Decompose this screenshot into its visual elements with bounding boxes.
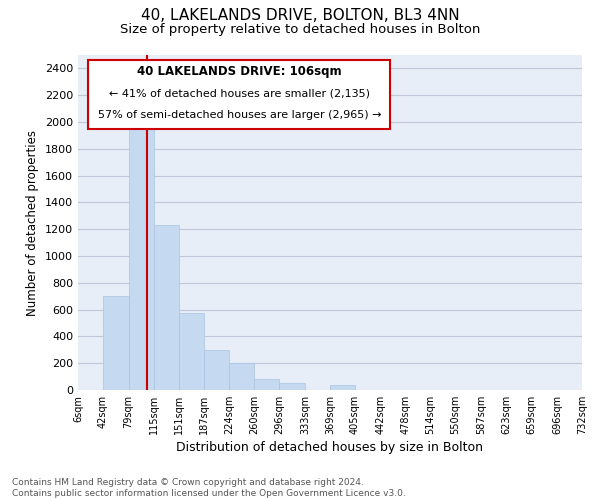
Text: Size of property relative to detached houses in Bolton: Size of property relative to detached ho… [120, 22, 480, 36]
Text: ← 41% of detached houses are smaller (2,135): ← 41% of detached houses are smaller (2,… [109, 88, 370, 99]
Bar [154, 225, 179, 390]
Bar [103, 296, 128, 390]
X-axis label: Distribution of detached houses by size in Bolton: Distribution of detached houses by size … [176, 441, 484, 454]
Bar [229, 363, 254, 390]
Text: 57% of semi-detached houses are larger (2,965) →: 57% of semi-detached houses are larger (… [98, 110, 381, 120]
Text: 40 LAKELANDS DRIVE: 106sqm: 40 LAKELANDS DRIVE: 106sqm [137, 65, 341, 78]
Bar [254, 380, 280, 390]
Text: Contains HM Land Registry data © Crown copyright and database right 2024.
Contai: Contains HM Land Registry data © Crown c… [12, 478, 406, 498]
Bar [203, 350, 229, 390]
Text: 40, LAKELANDS DRIVE, BOLTON, BL3 4NN: 40, LAKELANDS DRIVE, BOLTON, BL3 4NN [140, 8, 460, 22]
Bar [330, 384, 355, 390]
Bar [280, 384, 305, 390]
Bar [179, 313, 203, 390]
FancyBboxPatch shape [88, 60, 391, 128]
Y-axis label: Number of detached properties: Number of detached properties [26, 130, 40, 316]
Bar [128, 128, 154, 390]
